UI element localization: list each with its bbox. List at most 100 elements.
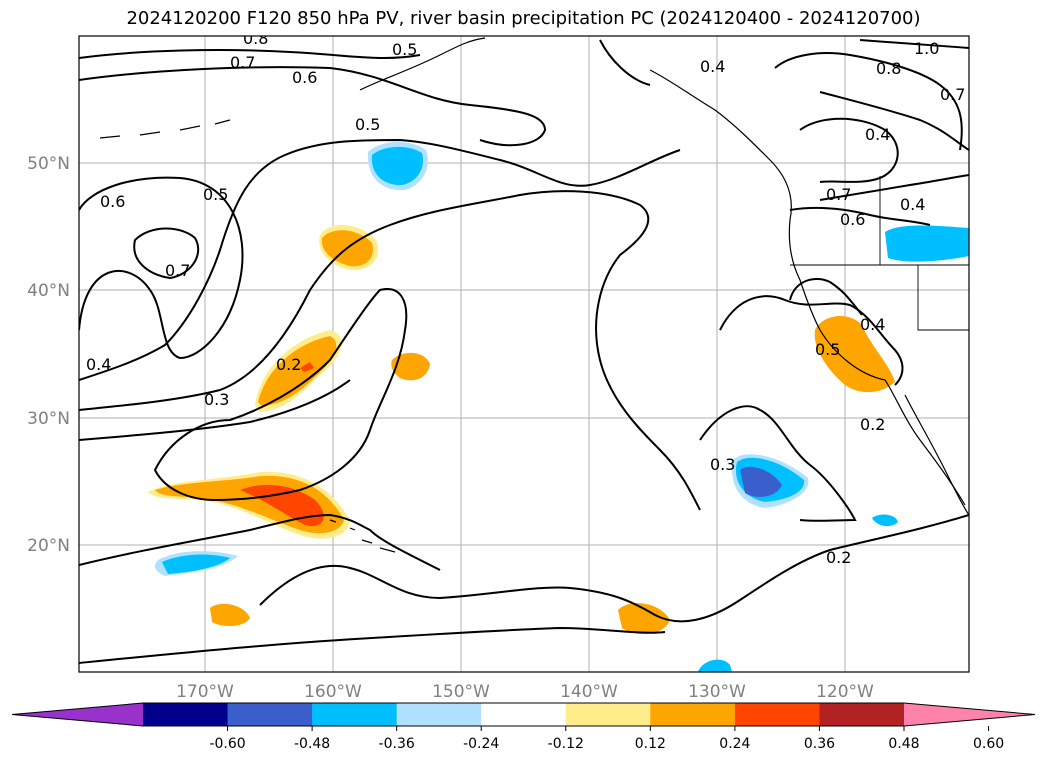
- contour-label: 0.6: [292, 68, 317, 87]
- contour-label: 0.2: [276, 355, 301, 374]
- colorbar-segment: [565, 703, 651, 726]
- lon-tick-labels: 170°W 160°W 150°W 140°W 130°W 120°W: [176, 682, 874, 702]
- lon-tick-label: 140°W: [560, 682, 618, 702]
- colorbar-tick-label: 0.36: [804, 736, 835, 752]
- pos-anomaly-south-central: [618, 603, 670, 635]
- contour-line: [799, 117, 899, 183]
- colorbar-tick-label: 0.48: [888, 736, 919, 752]
- contour-line: [599, 39, 651, 86]
- colorbar-extend-low: [12, 703, 143, 726]
- lon-tick-label: 160°W: [304, 682, 362, 702]
- colorbar-segment: [650, 703, 736, 726]
- lon-tick-label: 170°W: [176, 682, 234, 702]
- contour-label: 1.0: [914, 39, 939, 58]
- contour-label: 0.5: [815, 340, 840, 359]
- contour-label: 0.7: [230, 53, 255, 72]
- colorbar-tick-label: -0.60: [209, 736, 245, 752]
- contour-line: [79, 176, 244, 360]
- alaska-coast: [359, 37, 486, 91]
- contour-line: [259, 514, 969, 623]
- neg-anomaly-gulf-core: [371, 146, 424, 186]
- lat-tick-labels: 50°N 40°N 30°N 20°N: [27, 154, 70, 556]
- colorbar-tick-label: 0.24: [719, 736, 750, 752]
- coastlines: [99, 37, 969, 553]
- contour-line: [789, 278, 863, 316]
- map-frame: [78, 35, 970, 673]
- contour-label: 0.3: [710, 455, 735, 474]
- contour-label: 0.7: [165, 261, 190, 280]
- colorbar-tick-label: -0.36: [379, 736, 415, 752]
- colorbar-segment: [734, 703, 820, 726]
- lon-tick-label: 120°W: [816, 682, 874, 702]
- west-coast: [649, 69, 966, 506]
- contour-label: 0.2: [860, 415, 885, 434]
- contour-label: 0.5: [203, 185, 228, 204]
- colorbar: -0.60 -0.48 -0.36 -0.24 -0.12 0.12 0.24 0.36 0.4…: [11, 702, 1036, 752]
- pos-anomaly-subtropical-peak: [240, 484, 324, 526]
- pv-contours: [79, 39, 969, 664]
- colorbar-segment: [312, 703, 398, 726]
- contour-line: [79, 513, 441, 571]
- colorbar-tick-label: -0.12: [548, 736, 584, 752]
- pos-anomaly-california: [814, 315, 895, 393]
- lon-tick-label: 130°W: [688, 682, 746, 702]
- contour-label: 0.7: [940, 85, 965, 104]
- pos-anomaly-small: [391, 352, 430, 381]
- contour-line: [859, 39, 969, 49]
- contour-label: 0.4: [900, 195, 925, 214]
- contour-label: 0.8: [243, 29, 268, 48]
- lat-tick-label: 20°N: [27, 536, 70, 556]
- lat-tick-label: 40°N: [27, 281, 70, 301]
- hawaii: [329, 519, 396, 553]
- pos-anomaly-south-small: [210, 603, 250, 627]
- pos-anomaly-central-core: [258, 336, 337, 406]
- colorbar-tick-label: -0.24: [463, 736, 499, 752]
- neg-anomaly-sw-core: [162, 554, 230, 574]
- contour-line: [153, 288, 408, 502]
- colorbar-segment: [396, 703, 482, 726]
- colorbar-tick-label: -0.48: [294, 736, 330, 752]
- neg-anomaly-baja: [872, 514, 898, 527]
- contour-label: 0.5: [392, 40, 417, 59]
- colorbar-segment: [481, 703, 567, 726]
- colorbar-outline: [11, 702, 1036, 727]
- contour-line: [79, 190, 701, 511]
- colorbar-tick-label: 0.12: [635, 736, 666, 752]
- lat-tick-label: 30°N: [27, 409, 70, 429]
- contour-label: 0.4: [860, 315, 885, 334]
- contour-line: [819, 174, 969, 201]
- contour-label: 0.4: [700, 57, 725, 76]
- contour-line: [79, 138, 681, 381]
- contour-line: [699, 405, 857, 522]
- colorbar-segment: [143, 703, 229, 726]
- contour-label: 0.8: [876, 59, 901, 78]
- contour-line: [789, 206, 931, 226]
- contour-line: [774, 52, 963, 151]
- lat-tick-label: 50°N: [27, 154, 70, 174]
- contour-labels: 0.8 0.7 0.6 0.5 0.4 0.5 0.6 0.5 0.7 0.4 …: [86, 29, 965, 567]
- precip-anomaly-fills: [148, 141, 969, 672]
- neg-anomaly-inland: [885, 225, 969, 262]
- pos-anomaly-central-peak: [300, 362, 314, 372]
- baja-coast: [904, 394, 969, 516]
- contour-label: 0.4: [86, 355, 111, 374]
- contour-line: [79, 66, 547, 147]
- colorbar-segment: [227, 703, 313, 726]
- contour-label: 0.6: [840, 210, 865, 229]
- contour-label: 0.6: [100, 192, 125, 211]
- colorbar-extend-high: [904, 703, 1035, 726]
- contour-line: [79, 626, 666, 664]
- contour-line: [719, 295, 904, 386]
- lon-tick-label: 150°W: [432, 682, 490, 702]
- map-title: 2024120200 F120 850 hPa PV, river basin …: [126, 8, 921, 29]
- contour-label: 0.3: [204, 390, 229, 409]
- contour-label: 0.2: [826, 548, 851, 567]
- contour-label: 0.4: [865, 125, 890, 144]
- neg-anomaly-bottom: [698, 659, 732, 672]
- contour-line: [79, 49, 421, 59]
- aleutians: [99, 119, 231, 139]
- contour-line: [79, 379, 351, 441]
- colorbar-segment: [819, 703, 905, 726]
- contour-label: 0.5: [355, 115, 380, 134]
